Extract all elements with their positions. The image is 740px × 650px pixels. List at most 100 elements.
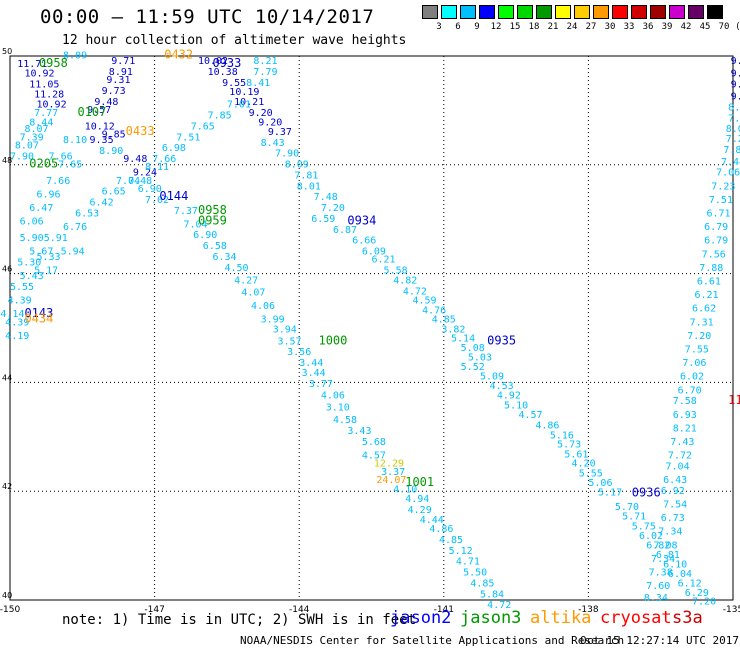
wave-height-value: 6.66	[352, 236, 376, 247]
wave-height-value: 7.04	[116, 176, 140, 187]
legend-label: 9	[474, 22, 480, 32]
wave-height-value: 8.1	[728, 102, 740, 113]
wave-height-value: 5.08	[461, 343, 485, 354]
wave-height-value: 7.60	[646, 581, 670, 592]
wave-height-value: 8.09	[285, 160, 309, 171]
legend-label: 27	[585, 22, 597, 32]
legend-label: 24	[566, 22, 578, 32]
wave-height-value: 6.02	[680, 372, 704, 383]
legend-label: 45	[699, 22, 711, 32]
wave-height-value: 6.21	[372, 255, 396, 266]
wave-height-value: 8.21	[253, 56, 277, 67]
pass-time-label: 0107	[77, 105, 106, 119]
wave-height-value: 7.20	[687, 331, 711, 342]
wave-height-value: 6.59	[311, 214, 335, 225]
wave-height-value: 6.42	[90, 198, 114, 209]
wave-height-value: 4.10	[393, 484, 417, 495]
wave-height-value: 6.79	[704, 222, 728, 233]
wave-height-value: 3.94	[273, 324, 297, 335]
wave-height-value: 7.39	[20, 132, 44, 143]
y-tick-label: 42	[2, 482, 12, 491]
wave-height-value: 5.50	[463, 568, 487, 579]
wave-height-value: 5.03	[468, 353, 492, 364]
wave-height-value: 4.14	[0, 309, 24, 320]
wave-height-value: 7.79	[253, 67, 277, 78]
wave-height-value: 7.90	[10, 151, 34, 162]
wave-height-value: 7.88	[699, 263, 723, 274]
wave-height-value: 6.04	[668, 569, 692, 580]
wave-height-value: 9.24	[133, 168, 157, 179]
wave-height-value: 5.71	[622, 511, 646, 522]
wave-height-value: 7.34	[658, 527, 682, 538]
pass-time-label: 110	[728, 393, 740, 407]
wave-height-value: 10.02	[198, 56, 228, 67]
wave-height-value: 9.0	[731, 92, 740, 103]
wave-height-value: 7.56	[702, 249, 726, 260]
wave-height-value: 7.44	[721, 157, 740, 168]
wave-height-value: 7.01	[227, 100, 251, 111]
wave-height-value: 4.86	[535, 421, 559, 432]
wave-height-value: 9.20	[258, 118, 282, 129]
wave-height-value: 7.37	[174, 206, 198, 217]
legend-swatch	[479, 5, 495, 19]
wave-height-value: 3.82	[441, 324, 465, 335]
wave-height-value: 7.31	[690, 317, 714, 328]
x-tick-label: -135	[723, 605, 740, 615]
wave-height-value: 8.34	[644, 593, 668, 604]
legend-swatch	[422, 5, 438, 19]
wave-height-value: 7.58	[673, 396, 697, 407]
wave-height-value: 6.65	[102, 187, 126, 198]
wave-height-value: 7.81	[294, 170, 318, 181]
wave-height-value: 8.07	[15, 140, 39, 151]
wave-height-value: 6.53	[75, 208, 99, 219]
legend-swatch	[593, 5, 609, 19]
wave-height-value: 4.57	[362, 451, 386, 462]
wave-height-value: 4.72	[487, 600, 511, 611]
wave-height-value: 6.76	[63, 222, 87, 233]
wave-height-value: 7.20	[321, 203, 345, 214]
wave-height-value: 4.29	[408, 505, 432, 516]
wave-height-value: 6.81	[656, 550, 680, 561]
y-tick-label: 44	[2, 373, 12, 382]
satellite-name: jason2	[390, 608, 452, 628]
wave-height-value: 7.51	[176, 132, 200, 143]
footer-note: note: 1) Time is in UTC; 2) SWH is in fe…	[62, 612, 417, 628]
wave-height-value: 7.72	[668, 451, 692, 462]
wave-height-value: 6.73	[661, 513, 685, 524]
wave-height-value: 4.94	[405, 494, 429, 505]
wave-height-value: 6.96	[37, 189, 61, 200]
legend-label: 6	[455, 22, 461, 32]
wave-height-value: 5.12	[449, 546, 473, 557]
wave-height-value: 4.85	[439, 535, 463, 546]
pass-time-label: 0936	[632, 486, 661, 500]
wave-height-value: 9.48	[94, 97, 118, 108]
wave-height-value: 11.05	[29, 80, 59, 91]
wave-height-value: 7.43	[670, 437, 694, 448]
wave-height-value: 6.61	[697, 276, 721, 287]
wave-height-value: 4.44	[420, 515, 444, 526]
wave-height-value: 10.92	[24, 69, 54, 80]
wave-height-value: 9.20	[249, 108, 273, 119]
legend-label: 18	[528, 22, 540, 32]
wave-height-value: 8.07	[24, 124, 48, 135]
wave-height-value: 5.17	[598, 488, 622, 499]
wave-height-value: 7.55	[685, 344, 709, 355]
wave-height-value: 4.06	[251, 301, 275, 312]
satellite-name: jason3	[460, 608, 522, 628]
credit-text: NOAA/NESDIS Center for Satellite Applica…	[240, 634, 625, 647]
wave-height-value: 10.21	[234, 97, 264, 108]
wave-height-value: 9.	[731, 69, 740, 80]
wave-height-value: 7.38	[649, 568, 673, 579]
wave-height-value: 6.34	[212, 252, 236, 263]
wave-height-value: 6.12	[678, 578, 702, 589]
wave-height-value: 9.48	[123, 154, 147, 165]
pass-time-label: 0143	[24, 306, 53, 320]
legend-swatch	[441, 5, 457, 19]
wave-height-value: 4.72	[403, 286, 427, 297]
wave-height-value: 11.71	[17, 59, 47, 70]
legend-label: 21	[547, 22, 559, 32]
legend-swatch	[498, 5, 514, 19]
wave-height-value: 5.70	[615, 502, 639, 513]
legend-swatch	[460, 5, 476, 19]
